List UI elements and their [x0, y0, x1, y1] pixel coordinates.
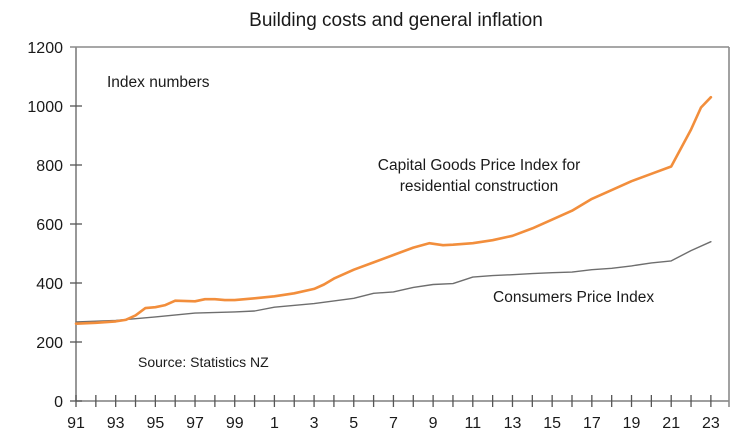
- x-tick-label: 99: [226, 415, 244, 432]
- plot-frame: [70, 46, 730, 407]
- y-tick-label: 1000: [27, 99, 63, 116]
- x-tick-label: 11: [464, 415, 481, 432]
- x-tick-label: 15: [543, 415, 561, 432]
- x-tick-label: 17: [583, 415, 601, 432]
- y-tick-label: 0: [54, 394, 63, 411]
- source-label: Source: Statistics NZ: [138, 354, 269, 370]
- x-tick-label: 1: [270, 415, 279, 432]
- y-tick-label: 1200: [27, 40, 63, 57]
- units-label: Index numbers: [107, 74, 210, 91]
- cgpi-label-line1: Capital Goods Price Index for: [378, 157, 580, 174]
- x-tick-label: 21: [662, 415, 680, 432]
- x-tick-label: 7: [389, 415, 398, 432]
- x-tick-label: 23: [702, 415, 720, 432]
- series-layer: [74, 95, 713, 325]
- x-tick-label: 95: [146, 415, 164, 432]
- cpi-line: [75, 241, 712, 323]
- y-tick-label: 200: [36, 335, 63, 352]
- y-tick-label: 400: [36, 276, 63, 293]
- cpi-label: Consumers Price Index: [493, 289, 654, 306]
- x-tick-label: 9: [429, 415, 438, 432]
- x-tick-label: 13: [504, 415, 522, 432]
- chart-title: Building costs and general inflation: [249, 10, 543, 31]
- x-axis: 91 93 95 97 99 1 3 5 7 9 11 13 15 17 19 21 23: [67, 395, 720, 432]
- x-tick-label: 91: [67, 415, 85, 432]
- y-tick-label: 800: [36, 158, 63, 175]
- y-axis: 0 200 400 600 800 1000 1200: [27, 40, 82, 411]
- x-tick-label: 97: [186, 415, 204, 432]
- x-tick-label: 19: [623, 415, 641, 432]
- x-tick-label: 5: [349, 415, 358, 432]
- x-tick-label: 93: [107, 415, 125, 432]
- x-tick-label: 3: [310, 415, 319, 432]
- cgpi-line: [74, 95, 713, 325]
- y-tick-label: 600: [36, 217, 63, 234]
- cgpi-label-line2: residential construction: [400, 178, 559, 195]
